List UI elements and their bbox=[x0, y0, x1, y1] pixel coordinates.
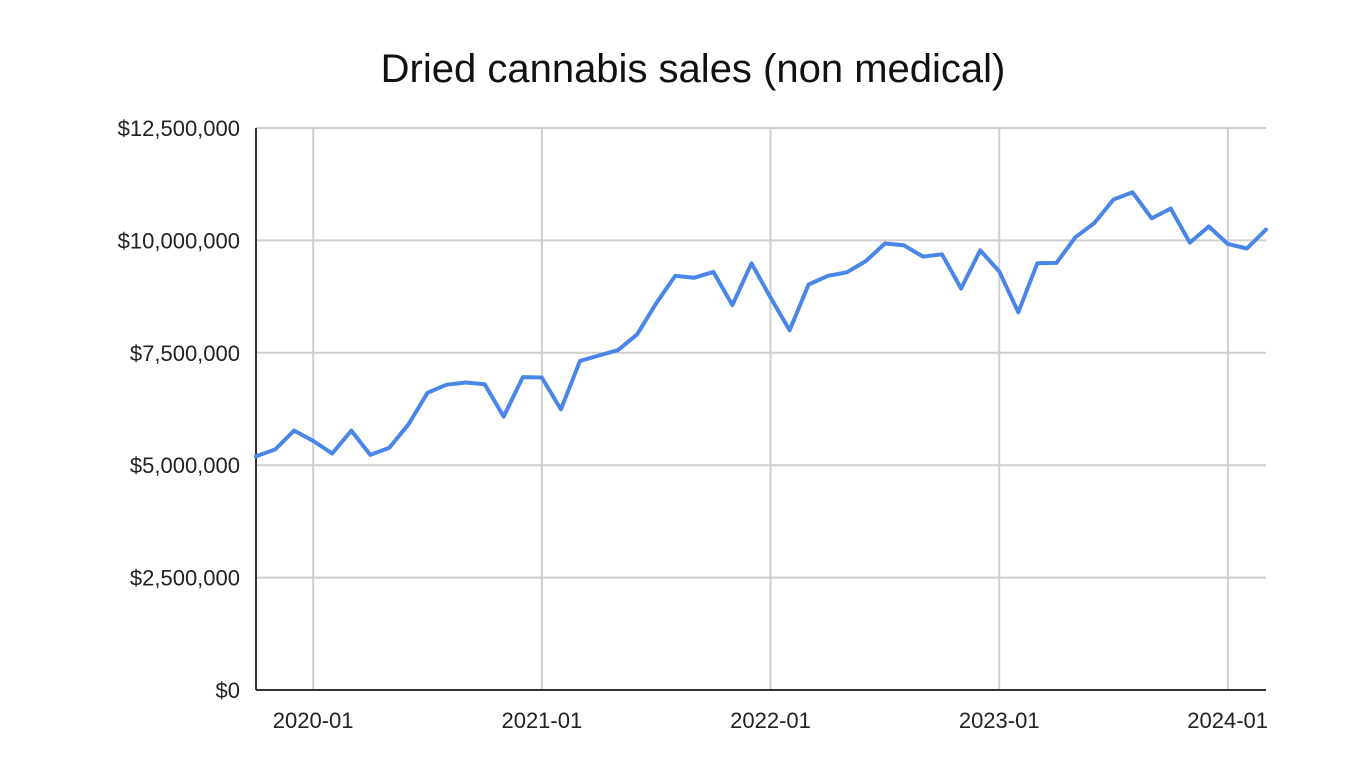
x-tick-label: 2021-01 bbox=[501, 708, 582, 733]
series-layer bbox=[254, 190, 1268, 459]
x-tick-label: 2023-01 bbox=[959, 708, 1040, 733]
x-tick-labels: 2020-01 2021-01 2022-01 2023-01 2024-01 bbox=[273, 708, 1268, 733]
chart-title: Dried cannabis sales (non medical) bbox=[381, 47, 1006, 91]
y-tick-label: $2,500,000 bbox=[130, 566, 240, 591]
x-tick-label: 2024-01 bbox=[1187, 708, 1268, 733]
y-tick-label: $0 bbox=[216, 678, 240, 703]
y-tick-label: $12,500,000 bbox=[118, 116, 240, 141]
y-tick-label: $5,000,000 bbox=[130, 453, 240, 478]
axes bbox=[255, 128, 1266, 691]
gridlines bbox=[256, 127, 1266, 690]
series-line bbox=[254, 190, 1268, 459]
y-tick-label: $7,500,000 bbox=[130, 341, 240, 366]
x-tick-label: 2020-01 bbox=[273, 708, 354, 733]
y-tick-labels: $0 $2,500,000 $5,000,000 $7,500,000 $10,000,… bbox=[118, 116, 240, 703]
x-tick-label: 2022-01 bbox=[730, 708, 811, 733]
y-tick-label: $10,000,000 bbox=[118, 228, 240, 253]
